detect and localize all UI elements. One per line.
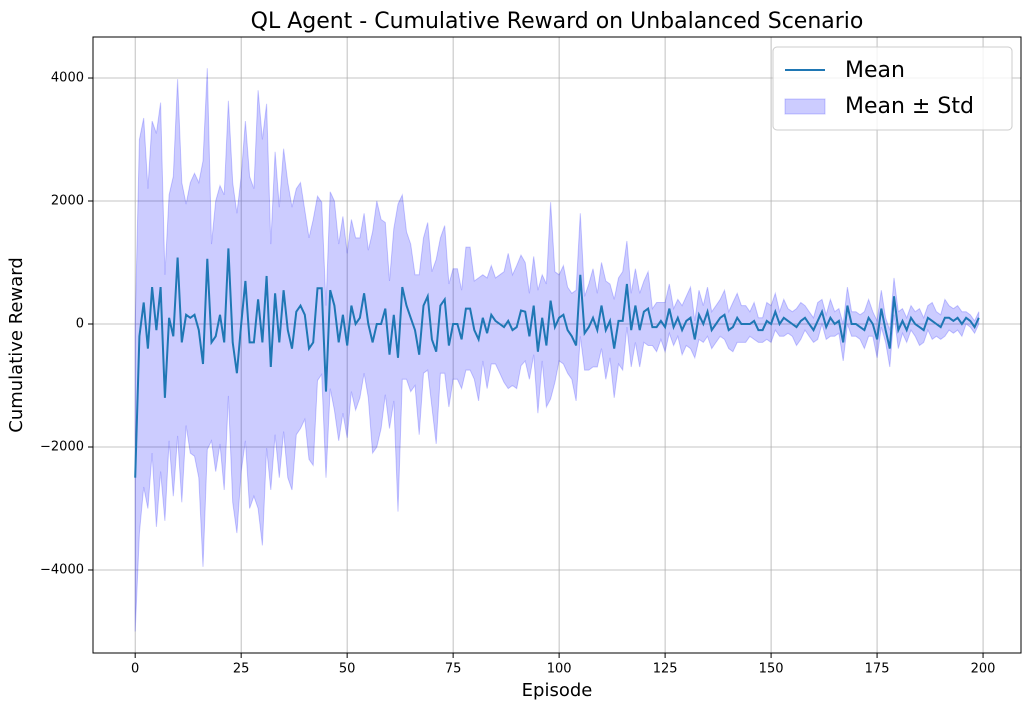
x-tick-label: 100	[547, 662, 572, 677]
legend-label: Mean ± Std	[845, 94, 974, 119]
y-tick-label: 4000	[51, 71, 84, 86]
y-tick-label: 0	[76, 316, 84, 331]
legend-patch	[784, 98, 826, 115]
mean-line	[134, 248, 980, 478]
legend-label: Mean	[845, 58, 905, 83]
y-axis-label: Cumulative Reward	[6, 257, 27, 433]
x-tick-label: 25	[233, 662, 250, 677]
x-tick-label: 125	[653, 662, 678, 677]
y-tick-label: 2000	[51, 194, 84, 209]
y-tick-label: −2000	[40, 439, 84, 454]
std-band	[134, 68, 980, 632]
x-tick-label: 200	[971, 662, 996, 677]
legend-box	[772, 46, 1013, 131]
plot-frame	[92, 36, 1022, 654]
chart-title: QL Agent - Cumulative Reward on Unbalanc…	[251, 9, 864, 34]
x-tick-label: 50	[339, 662, 356, 677]
x-tick-label: 150	[759, 662, 784, 677]
x-tick-label: 75	[445, 662, 462, 677]
x-tick-label: 175	[865, 662, 890, 677]
x-axis-label: Episode	[522, 680, 593, 701]
y-tick-label: −4000	[40, 562, 84, 577]
x-tick-label: 0	[131, 662, 139, 677]
